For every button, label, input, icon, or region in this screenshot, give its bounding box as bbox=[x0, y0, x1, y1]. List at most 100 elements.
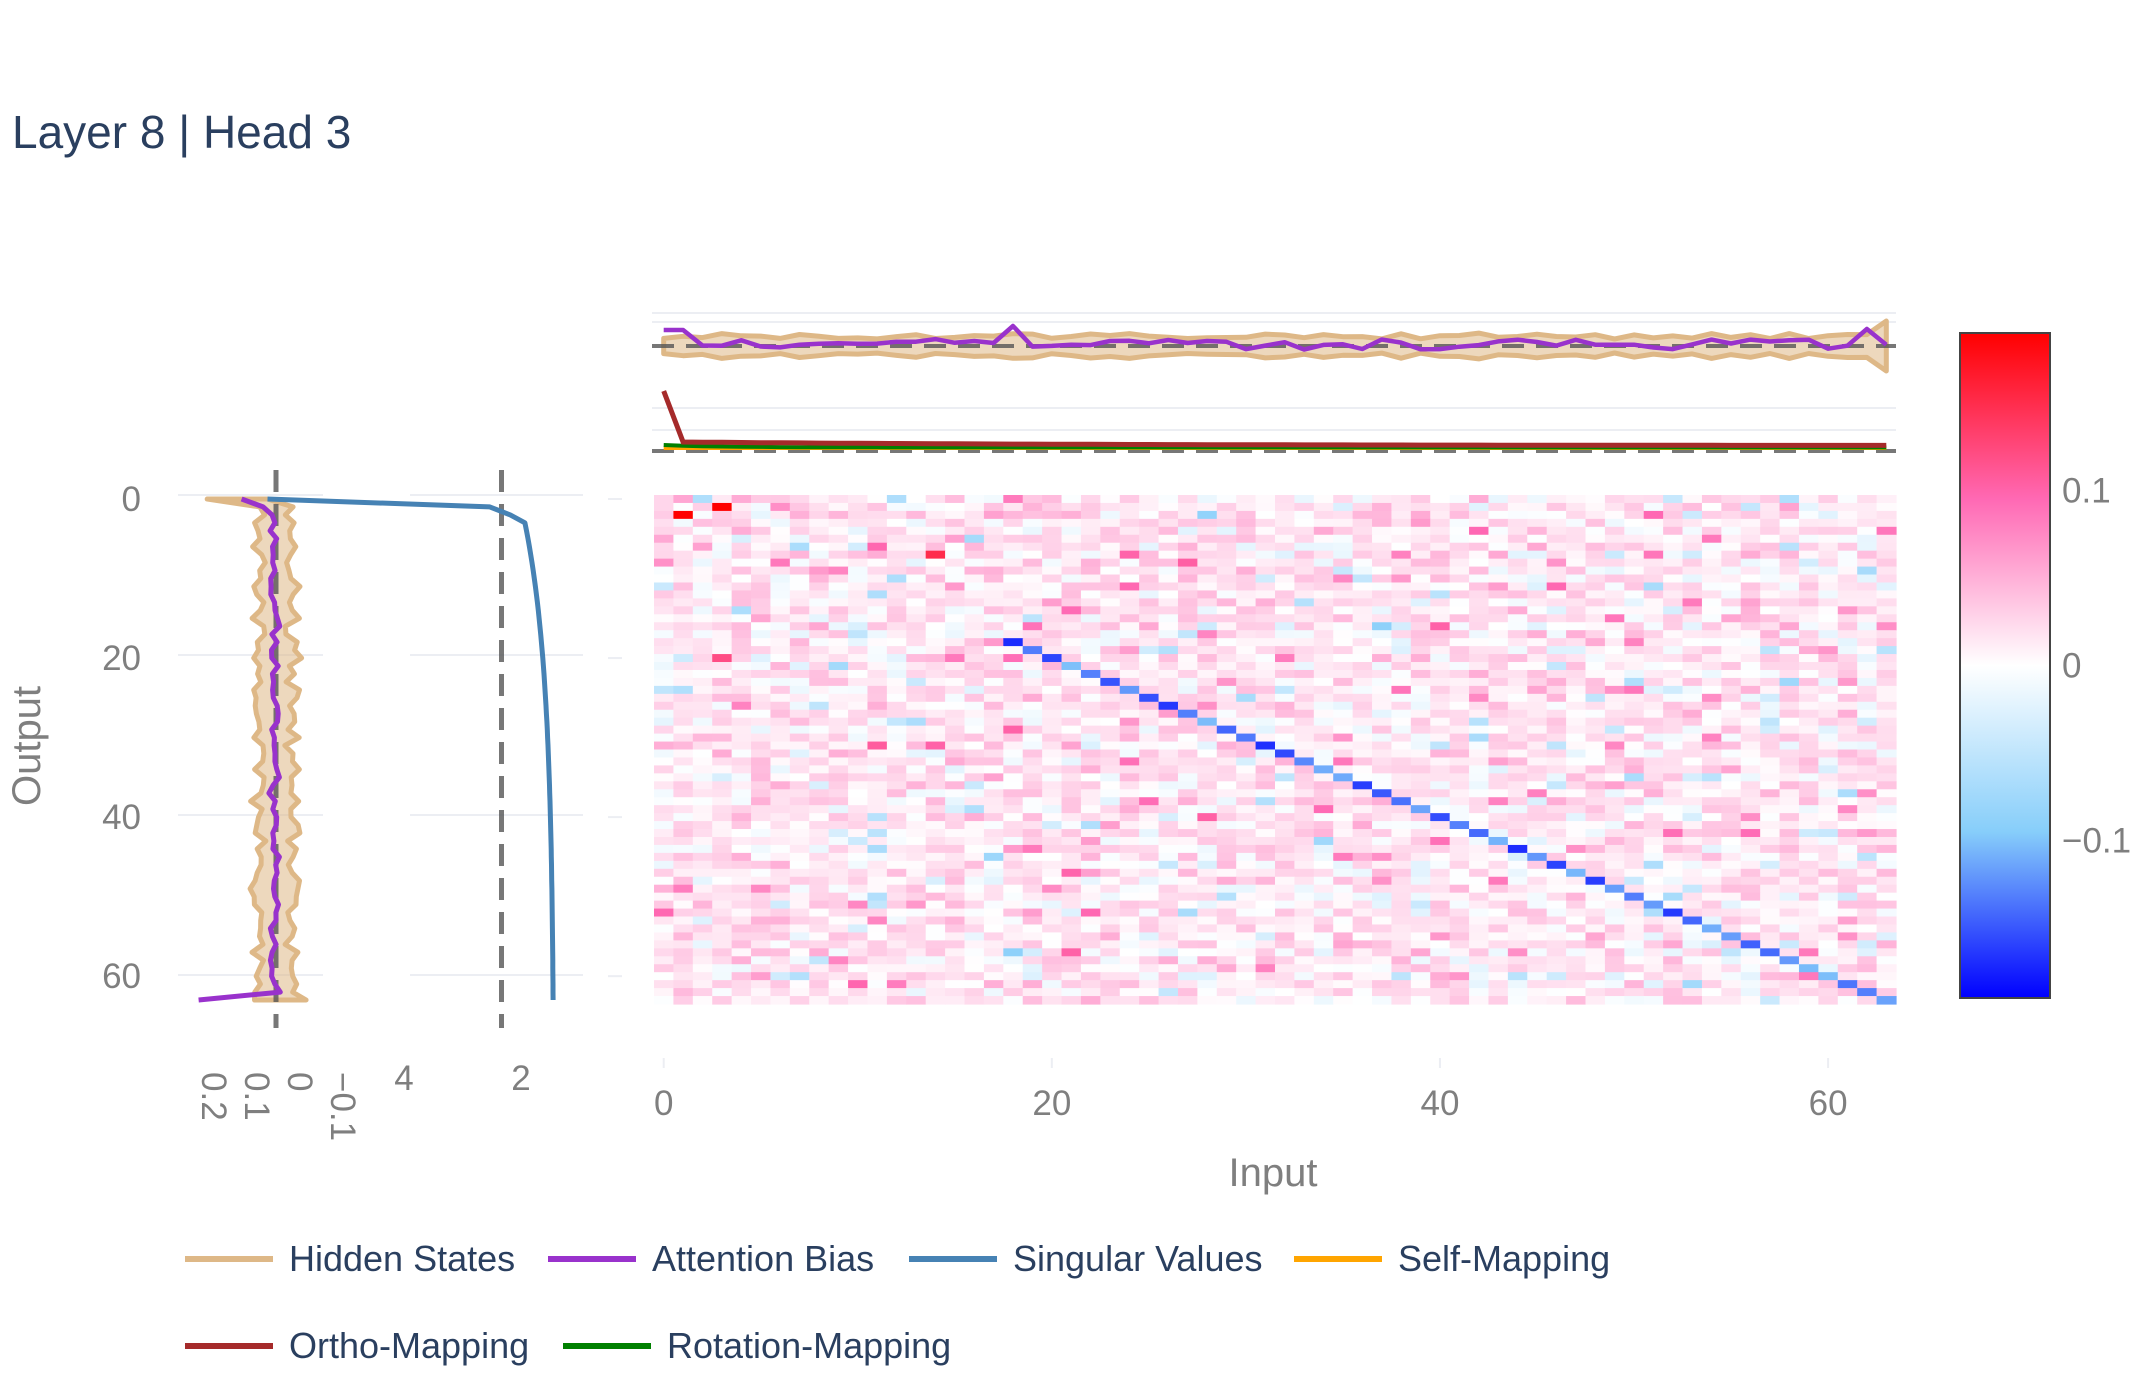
heatmap-cell bbox=[1313, 781, 1334, 790]
heatmap-cell bbox=[983, 685, 1004, 695]
heatmap-cell bbox=[1682, 884, 1703, 894]
heatmap-cell bbox=[1663, 701, 1684, 711]
heatmap-cell bbox=[1507, 630, 1528, 639]
heatmap-cell bbox=[1818, 534, 1839, 544]
heatmap-cell bbox=[925, 908, 946, 918]
heatmap-cell bbox=[1527, 932, 1548, 941]
heatmap-cell bbox=[1313, 542, 1334, 552]
heatmap-cell bbox=[983, 924, 1004, 934]
heatmap-cell bbox=[1760, 709, 1781, 719]
heatmap-cell bbox=[1507, 797, 1528, 806]
heatmap-cell bbox=[712, 654, 733, 663]
heatmap-cell bbox=[1585, 669, 1606, 679]
heatmap-cell bbox=[731, 598, 752, 607]
heatmap-cell bbox=[770, 860, 791, 870]
heatmap-cell bbox=[945, 534, 966, 544]
heatmap-cell bbox=[692, 638, 713, 647]
heatmap-cell bbox=[1177, 638, 1198, 647]
heatmap-cell bbox=[1585, 654, 1606, 663]
heatmap-cell bbox=[1177, 797, 1198, 806]
heatmap-cell bbox=[964, 964, 985, 973]
heatmap-cell bbox=[1255, 757, 1276, 766]
heatmap-cell bbox=[1216, 646, 1237, 655]
heatmap-cell bbox=[1643, 789, 1664, 798]
heatmap-cell bbox=[1430, 765, 1451, 774]
heatmap-cell bbox=[712, 542, 733, 552]
heatmap-cell bbox=[1003, 566, 1024, 576]
heatmap-cell bbox=[1080, 630, 1101, 639]
heatmap-cell bbox=[945, 685, 966, 695]
heatmap-cell bbox=[1566, 717, 1587, 727]
heatmap-cell bbox=[867, 956, 888, 965]
heatmap-cell bbox=[1604, 534, 1625, 544]
heatmap-cell bbox=[1042, 510, 1063, 520]
heatmap-cell bbox=[1410, 725, 1431, 735]
heatmap-cell bbox=[1236, 996, 1257, 1005]
heatmap-cell bbox=[1740, 964, 1761, 973]
singular-values-line bbox=[267, 496, 556, 1001]
heatmap-cell bbox=[906, 932, 927, 941]
heatmap-cell bbox=[1798, 510, 1819, 520]
left-profile-panel bbox=[178, 470, 323, 1028]
heatmap-cell bbox=[1333, 574, 1354, 584]
heatmap-cell bbox=[1760, 852, 1781, 862]
heatmap-cell bbox=[1003, 956, 1024, 965]
heatmap-cell bbox=[1255, 860, 1276, 870]
heatmap-cell bbox=[692, 948, 713, 957]
heatmap-cell bbox=[1837, 677, 1858, 687]
heatmap-cell bbox=[1080, 964, 1101, 973]
heatmap-cell bbox=[1042, 805, 1063, 814]
heatmap-cell bbox=[1546, 542, 1567, 552]
heatmap-cell bbox=[1372, 844, 1393, 854]
heatmap-cell bbox=[1158, 518, 1179, 528]
heatmap-cell bbox=[1216, 964, 1237, 973]
heatmap-cell bbox=[1216, 884, 1237, 894]
heatmap-cell bbox=[1624, 725, 1645, 735]
heatmap-cell bbox=[1779, 598, 1800, 607]
heatmap-cell bbox=[673, 773, 694, 782]
heatmap-cell bbox=[692, 495, 713, 504]
heatmap-cell bbox=[1333, 733, 1354, 743]
heatmap-cell bbox=[1352, 805, 1373, 814]
heatmap-cell bbox=[1546, 829, 1567, 838]
heatmap-cell bbox=[809, 630, 830, 639]
heatmap-cell bbox=[1760, 860, 1781, 870]
heatmap-cell bbox=[1197, 749, 1218, 759]
heatmap-cell bbox=[1177, 654, 1198, 663]
heatmap-cell bbox=[1275, 868, 1296, 878]
heatmap-cell bbox=[1682, 868, 1703, 878]
heatmap-cell bbox=[1197, 797, 1218, 806]
heatmap-cell bbox=[1275, 948, 1296, 957]
heatmap-cell bbox=[1488, 582, 1509, 592]
heatmap-cell bbox=[1022, 892, 1043, 902]
heatmap-cell bbox=[848, 988, 869, 997]
heatmap-cell bbox=[1061, 582, 1082, 592]
heatmap-cell bbox=[1313, 662, 1334, 671]
heatmap-cell bbox=[1663, 805, 1684, 814]
heatmap-cell bbox=[1566, 701, 1587, 711]
heatmap-cell bbox=[1566, 836, 1587, 846]
heatmap-cell bbox=[1003, 685, 1024, 695]
heatmap-cell bbox=[1275, 717, 1296, 727]
heatmap-cell bbox=[751, 789, 772, 798]
heatmap-cell bbox=[1313, 518, 1334, 528]
heatmap-cell bbox=[1488, 964, 1509, 973]
heatmap-cell bbox=[1391, 701, 1412, 711]
heatmap-cell bbox=[886, 741, 907, 751]
heatmap-cell bbox=[886, 829, 907, 838]
heatmap-cell bbox=[1391, 693, 1412, 703]
heatmap-cell bbox=[964, 622, 985, 631]
heatmap-cell bbox=[983, 606, 1004, 615]
heatmap-cell bbox=[1391, 844, 1412, 854]
heatmap-cell bbox=[1818, 821, 1839, 830]
heatmap-cell bbox=[1061, 749, 1082, 759]
heatmap-cell bbox=[1275, 662, 1296, 671]
heatmap-cell bbox=[1410, 510, 1431, 520]
heatmap-cell bbox=[1721, 932, 1742, 941]
heatmap-cell bbox=[1760, 590, 1781, 599]
colorbar-bar bbox=[1959, 332, 2051, 999]
heatmap-cell bbox=[906, 701, 927, 711]
heatmap-cell bbox=[1139, 781, 1160, 790]
heatmap-cell bbox=[673, 518, 694, 528]
